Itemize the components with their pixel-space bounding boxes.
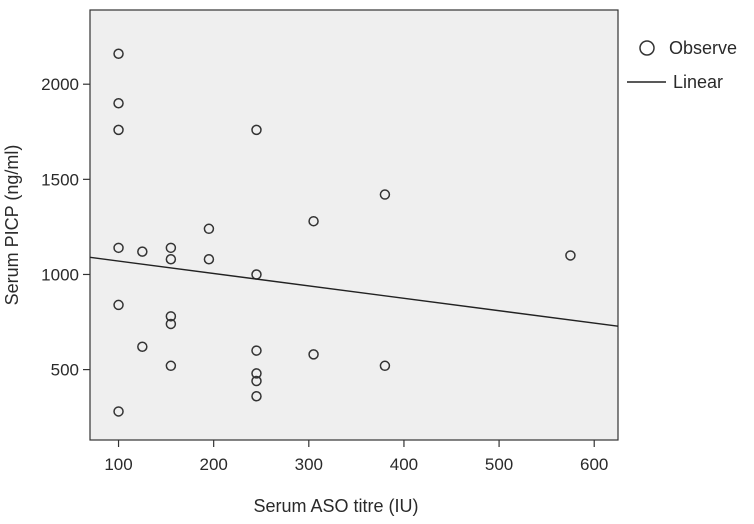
- data-point: [251, 124, 262, 136]
- x-tick-label: 400: [390, 455, 418, 474]
- data-point: [379, 189, 391, 200]
- data-point: [251, 368, 262, 379]
- y-tick-label: 2000: [41, 75, 79, 94]
- x-tick-label: 200: [199, 455, 227, 474]
- data-point: [251, 375, 262, 387]
- legend-linear-label: Linear: [673, 72, 723, 92]
- observed-points: [113, 48, 576, 417]
- data-point: [308, 349, 319, 360]
- data-point: [203, 253, 215, 265]
- legend-observed-label: Observe: [669, 38, 737, 58]
- data-point: [113, 406, 124, 417]
- data-point: [113, 242, 124, 254]
- data-point: [308, 215, 319, 227]
- y-tick-label: 500: [51, 361, 79, 380]
- x-tick-label: 500: [485, 455, 513, 474]
- x-tick-label: 300: [295, 455, 323, 474]
- legend: Observe Linear: [627, 38, 737, 92]
- data-point: [165, 360, 177, 372]
- data-point: [251, 390, 262, 402]
- data-point: [251, 345, 262, 356]
- y-tick-label: 1000: [41, 265, 79, 284]
- x-tick-label: 600: [580, 455, 608, 474]
- data-point: [113, 299, 124, 311]
- data-point: [113, 124, 124, 136]
- linear-fit-line: [89, 256, 619, 327]
- data-point: [137, 246, 148, 257]
- data-point: [113, 48, 124, 60]
- y-axis-title: Serum PICP (ng/ml): [2, 145, 22, 306]
- data-point: [203, 223, 215, 235]
- plot-area: [89, 9, 619, 441]
- data-point: [165, 242, 177, 254]
- y-axis-ticks: 500 1000 1500 2000: [41, 75, 90, 380]
- data-point: [565, 250, 576, 261]
- x-axis-ticks: 100 200 300 400 500 600: [104, 440, 608, 474]
- data-point: [137, 341, 148, 353]
- data-point: [113, 97, 124, 109]
- data-point: [165, 253, 177, 265]
- data-point: [165, 311, 177, 322]
- data-point: [379, 360, 391, 372]
- y-tick-label: 1500: [41, 170, 79, 189]
- x-tick-label: 100: [104, 455, 132, 474]
- data-point: [165, 318, 177, 330]
- legend-observed-marker: [639, 40, 655, 56]
- x-axis-title: Serum ASO titre (IU): [253, 496, 418, 516]
